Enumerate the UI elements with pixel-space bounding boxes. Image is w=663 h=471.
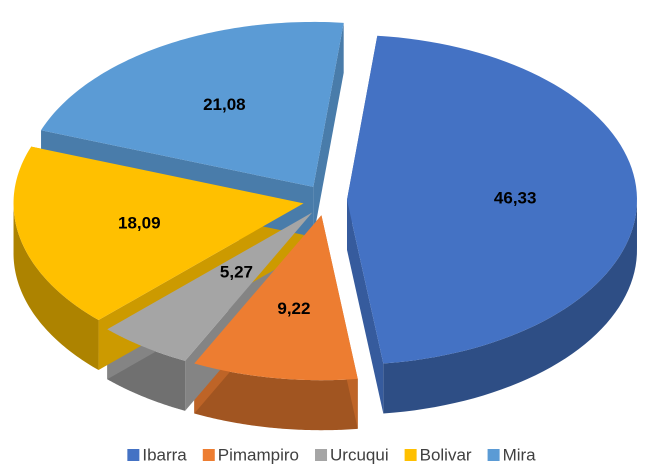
data-label: 5,27 <box>220 262 253 281</box>
data-label: 46,33 <box>494 188 537 207</box>
legend-label: Mira <box>503 445 537 464</box>
slice-side <box>13 201 99 371</box>
slice-edge <box>346 199 384 414</box>
slice-side <box>194 363 358 431</box>
data-label: 9,22 <box>277 299 310 318</box>
slice <box>346 35 637 364</box>
legend-label: Urcuqui <box>330 445 389 464</box>
legend-label: Bolivar <box>420 445 472 464</box>
slice <box>194 215 358 381</box>
data-label: 21,08 <box>203 95 246 114</box>
legend: Ibarra Pimampiro Urcuqui Bolivar Mira <box>127 445 536 464</box>
data-label: 18,09 <box>118 213 161 232</box>
legend-swatch <box>202 449 215 461</box>
slice <box>13 146 304 321</box>
slice <box>41 21 344 187</box>
legend-swatch <box>315 449 328 461</box>
slice <box>107 212 313 361</box>
legend-swatch <box>127 449 140 461</box>
slice-edge <box>313 22 344 237</box>
legend-label: Pimampiro <box>218 445 299 464</box>
slice-side <box>383 198 637 414</box>
legend-label: Ibarra <box>142 445 187 464</box>
legend-swatch <box>487 449 500 461</box>
legend-swatch <box>404 449 417 461</box>
slice-tops <box>13 21 637 381</box>
